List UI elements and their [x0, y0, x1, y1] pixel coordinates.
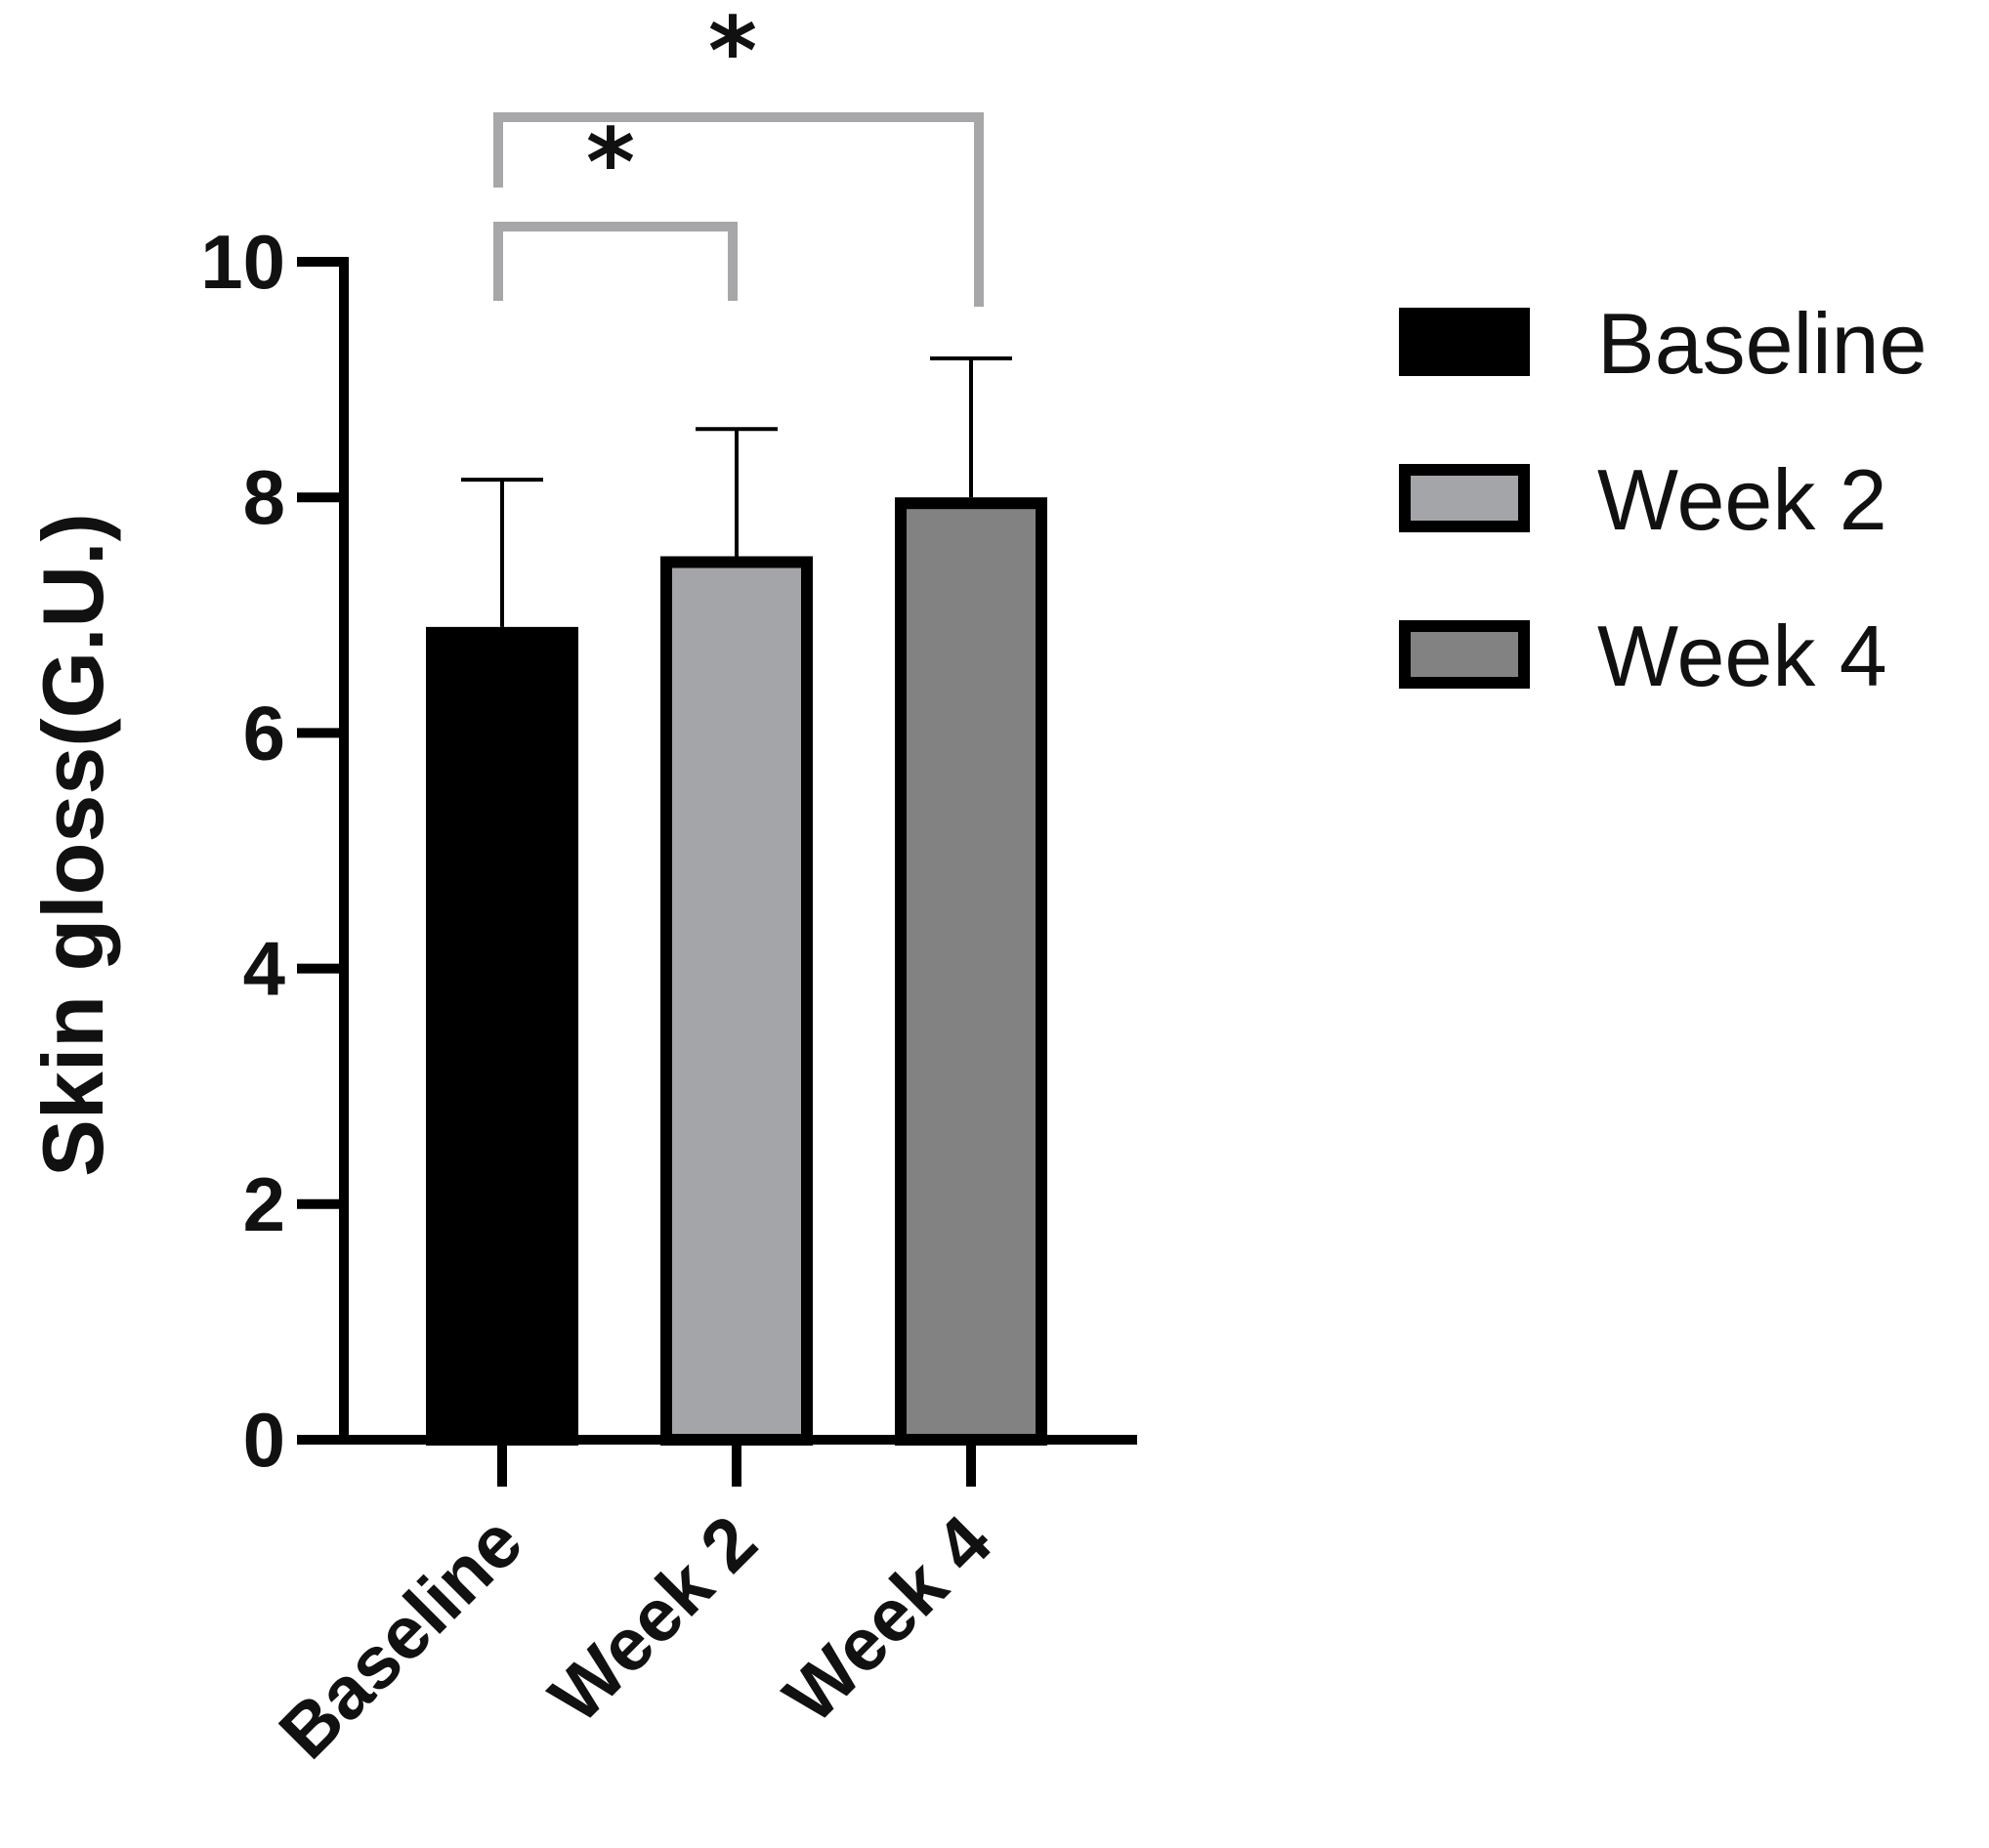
bar-1 [660, 556, 813, 1446]
y-tick-label: 10 [200, 219, 285, 305]
significance-star: * [708, 0, 757, 106]
x-tick-label: Baseline [264, 1500, 538, 1775]
legend-swatch-0 [1399, 308, 1530, 376]
legend-label: Baseline [1597, 295, 1927, 392]
legend-label: Week 4 [1597, 608, 1887, 704]
x-tick-label: Week 4 [769, 1500, 1007, 1739]
y-tick-label: 8 [243, 454, 285, 540]
y-axis-title: Skin gloss(G.U.) [24, 513, 121, 1177]
legend: Baseline Week 2 Week 4 [1399, 295, 1927, 704]
x-tick-label: Week 2 [534, 1500, 773, 1739]
y-tick-label: 2 [243, 1161, 285, 1247]
significance-bracket-0 [493, 222, 738, 301]
significance-brackets: ** [493, 0, 984, 307]
bar-0 [426, 626, 578, 1446]
significance-bracket-1 [493, 112, 984, 307]
bar-2 [895, 497, 1047, 1446]
legend-swatch-2 [1399, 620, 1530, 689]
plot-area [426, 356, 1047, 1446]
significance-star: * [586, 108, 635, 218]
y-tick-label: 6 [243, 690, 285, 776]
y-tick-label: 4 [243, 926, 285, 1012]
y-tick-label: 0 [243, 1397, 285, 1483]
legend-label: Week 2 [1597, 451, 1887, 548]
legend-swatch-1 [1399, 464, 1530, 532]
